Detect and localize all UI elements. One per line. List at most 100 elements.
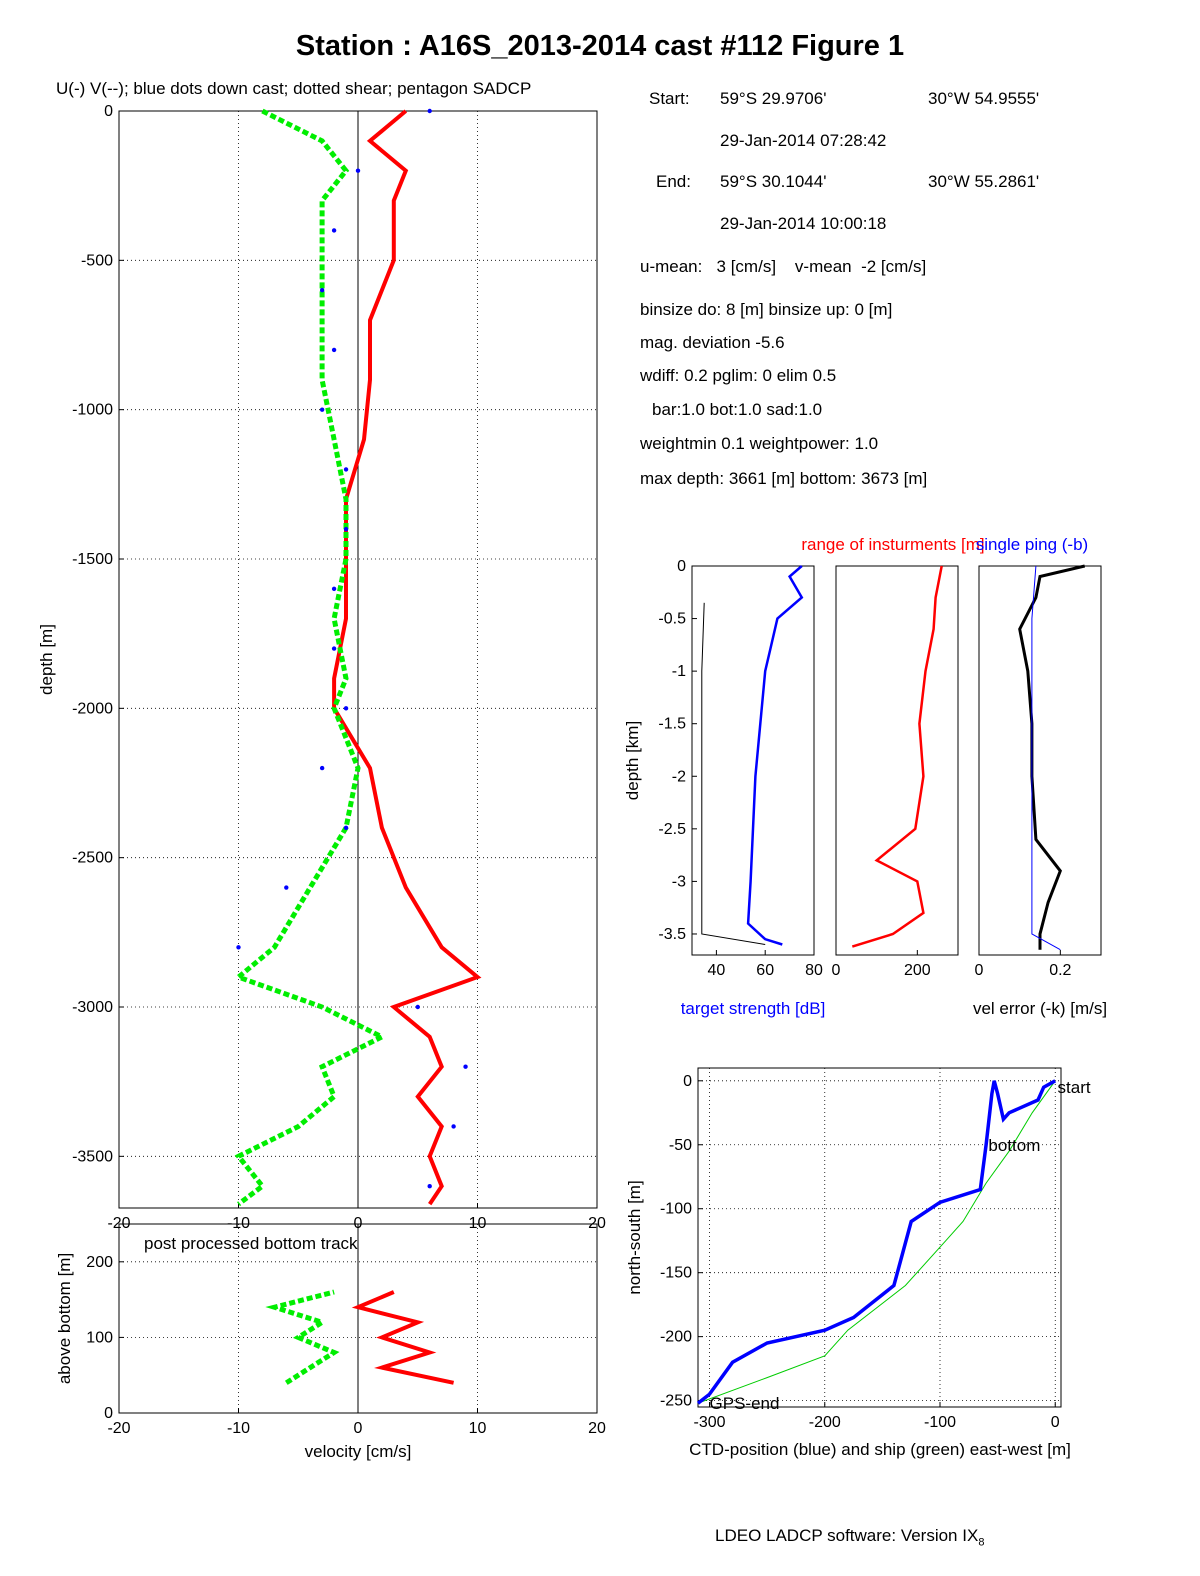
target-strength-line [746, 565, 804, 946]
bottom-track-title: post processed bottom track [144, 1234, 358, 1253]
position-ytick-label: -200 [660, 1329, 692, 1346]
software-subscript: 8 [978, 1536, 985, 1549]
start-time: 29-Jan-2014 07:28:42 [720, 131, 887, 150]
down-cast-point [331, 586, 337, 592]
weight-params: weightmin 0.1 weightpower: 1.0 [640, 434, 879, 453]
vel_error-axes [978, 565, 1102, 956]
down-cast-point [331, 646, 337, 651]
velocity_profile-ytick-label: -1000 [72, 402, 113, 419]
software-version: LDEO LADCP software: Version IX8 [715, 1526, 984, 1548]
instrument_range-frame [835, 565, 959, 956]
end-lon: 30°W 55.2861' [928, 172, 1040, 191]
vel_error-xtick-label: 0.2 [1049, 962, 1071, 979]
down-cast-point [343, 467, 349, 472]
figure-title: Station : A16S_2013-2014 cast #112 Figur… [295, 30, 905, 62]
velocity_profile-ytick-label: -2000 [72, 700, 113, 717]
velocity_profile-ytick-label: -2500 [72, 850, 113, 867]
position-xtick-label: 0 [1051, 1414, 1060, 1431]
target_strength-ytick-label: -2 [672, 768, 686, 785]
position-ytick-label: -250 [660, 1393, 692, 1410]
position-xtick-label: -200 [809, 1414, 841, 1431]
bottom_track-xtick-label: 0 [354, 1420, 363, 1437]
position-label-gps-end: GPS-end [710, 1394, 780, 1413]
instrument_range-axes [835, 565, 959, 956]
velocity-ylabel: depth [m] [37, 624, 56, 695]
start-lat: 59°S 29.9706' [720, 89, 827, 108]
v-velocity-line [233, 108, 388, 1207]
bt-u-line [351, 1290, 455, 1385]
start-lon: 30°W 54.9555' [928, 89, 1040, 108]
target_strength-ytick-label: -0.5 [658, 611, 686, 628]
position-ytick-label: -50 [669, 1137, 692, 1154]
velocity_profile-ytick-label: -3000 [72, 999, 113, 1016]
instrument_range-xtick-label: 200 [904, 962, 931, 979]
velocity_profile-ytick-label: -3500 [72, 1148, 113, 1165]
bottom_track-ytick-label: 100 [86, 1329, 113, 1346]
single-ping-line [1031, 565, 1061, 951]
target_strength-xtick-label: 60 [756, 962, 774, 979]
position-ylabel: north-south [m] [625, 1180, 644, 1294]
position-xlabel: CTD-position (blue) and ship (green) eas… [689, 1440, 1071, 1459]
start-label: Start: [649, 89, 690, 108]
velocity_profile-ytick-label: 0 [104, 103, 113, 120]
wdiff-params: wdiff: 0.2 pglim: 0 elim 0.5 [640, 366, 837, 385]
vel_error-xtick-label: 0 [975, 962, 984, 979]
depth-km-ylabel: depth [km] [623, 721, 642, 800]
down-cast-point [463, 1064, 468, 1069]
down-cast-point [331, 228, 337, 233]
target-strength-xlabel: target strength [dB] [681, 999, 826, 1018]
bt-v-line [265, 1289, 340, 1385]
position-frame [697, 1067, 1062, 1408]
binsize: binsize do: 8 [m] binsize up: 0 [m] [640, 300, 893, 319]
bottom_track-ytick-label: 0 [104, 1405, 113, 1422]
down-cast-point [319, 407, 325, 412]
down-cast-point [427, 1183, 432, 1189]
target_strength-ytick-label: -1.5 [658, 716, 686, 733]
bar-params: bar:1.0 bot:1.0 sad:1.0 [652, 400, 823, 419]
target_strength-ytick-label: -1 [672, 663, 686, 680]
position-ytick-label: -100 [660, 1201, 692, 1218]
ship-track-line [697, 1080, 1056, 1404]
bottom_track-xtick-label: 20 [588, 1420, 606, 1437]
down-cast-point [284, 885, 289, 890]
down-cast-point [355, 168, 361, 173]
target_strength-ytick-label: 0 [677, 558, 686, 575]
down-cast-point [331, 347, 337, 353]
vel-error-xlabel: vel error (-k) [m/s] [973, 999, 1107, 1018]
software-label: LDEO LADCP software: Version IX [715, 1526, 979, 1545]
velocity_profile-ytick-label: -1500 [72, 551, 113, 568]
target_strength-axes [691, 565, 815, 956]
instrument-range-label: range of insturments [m] [801, 535, 984, 554]
bottom_track-xtick-label: -10 [227, 1420, 250, 1437]
target_strength-xtick-label: 40 [708, 962, 726, 979]
target_strength-xtick-label: 80 [805, 962, 823, 979]
down-cast-point [343, 706, 349, 711]
ctd-track-line [696, 1079, 1057, 1405]
velocity-means: u-mean: 3 [cm/s] v-mean -2 [cm/s] [640, 257, 927, 276]
bottom_track-ytick-label: 200 [86, 1254, 113, 1271]
position-xtick-label: -300 [694, 1414, 726, 1431]
velocity_profile-ytick-label: -500 [81, 252, 113, 269]
end-time: 29-Jan-2014 10:00:18 [720, 214, 887, 233]
down-cast-point [319, 765, 325, 771]
instrument-range-line [851, 565, 943, 948]
vel-error-line [1018, 564, 1086, 950]
position-xtick-label: -100 [924, 1414, 956, 1431]
position-axes [697, 1067, 1062, 1408]
down-cast-point [319, 287, 325, 293]
single-ping-label: single ping (-b) [976, 535, 1088, 554]
noise-line [701, 602, 766, 945]
down-cast-point [343, 825, 349, 830]
instrument_range-xtick-label: 0 [832, 962, 841, 979]
position-label-start: start [1058, 1078, 1091, 1097]
target_strength-ytick-label: -3 [672, 873, 686, 890]
end-lat: 59°S 30.1044' [720, 172, 827, 191]
bottom_track-xtick-label: 10 [469, 1420, 487, 1437]
position-ytick-label: -150 [660, 1265, 692, 1282]
max-depth: max depth: 3661 [m] bottom: 3673 [m] [640, 469, 928, 488]
down-cast-point [451, 1124, 456, 1129]
target_strength-ytick-label: -2.5 [658, 821, 686, 838]
down-cast-point [236, 945, 241, 950]
down-cast-point [427, 108, 432, 114]
